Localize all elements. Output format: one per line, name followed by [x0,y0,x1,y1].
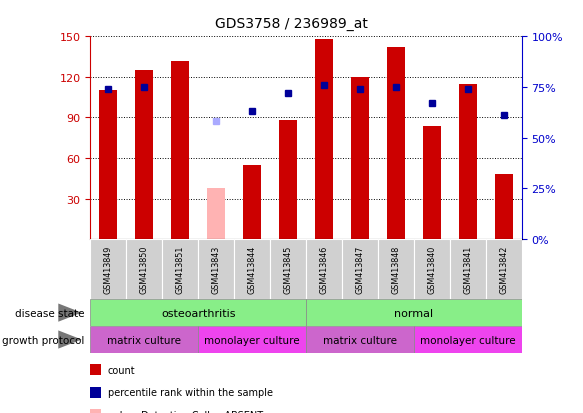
Bar [234,240,270,299]
Bar [387,48,405,240]
Bar [351,78,369,240]
Bar [306,326,414,353]
Text: GSM413847: GSM413847 [356,245,364,294]
Bar [90,240,127,299]
Text: GDS3758 / 236989_at: GDS3758 / 236989_at [215,17,368,31]
Text: value, Detection Call = ABSENT: value, Detection Call = ABSENT [108,410,263,413]
Text: GSM413840: GSM413840 [427,245,437,294]
Text: GSM413846: GSM413846 [319,245,329,294]
Bar [243,165,261,240]
Text: growth protocol: growth protocol [2,335,85,345]
Text: monolayer culture: monolayer culture [420,335,516,345]
Bar [342,240,378,299]
Text: normal: normal [394,308,434,318]
Bar [315,40,333,240]
Bar [495,175,513,240]
Bar [414,240,450,299]
Text: GSM413842: GSM413842 [499,245,508,294]
Bar [135,71,153,240]
Polygon shape [58,330,82,349]
Bar [90,326,198,353]
Text: GSM413849: GSM413849 [104,245,113,294]
Text: GSM413848: GSM413848 [391,245,401,294]
Text: GSM413841: GSM413841 [463,245,472,294]
Bar [279,121,297,240]
Text: osteoarthritis: osteoarthritis [161,308,236,318]
Bar [486,240,522,299]
Text: percentile rank within the sample: percentile rank within the sample [108,387,273,397]
Text: disease state: disease state [15,308,85,318]
Text: GSM413851: GSM413851 [175,245,185,294]
Bar [423,126,441,240]
Text: count: count [108,365,135,375]
Text: matrix culture: matrix culture [107,335,181,345]
Text: GSM413845: GSM413845 [283,245,293,294]
Bar [270,240,306,299]
Bar [127,240,162,299]
Bar [171,62,189,240]
Bar [414,326,522,353]
Bar [198,240,234,299]
Text: matrix culture: matrix culture [323,335,397,345]
Polygon shape [58,304,82,322]
Text: GSM413850: GSM413850 [140,245,149,294]
Bar [207,188,225,240]
Bar [378,240,414,299]
Bar [90,299,306,326]
Bar [306,240,342,299]
Bar [99,91,117,240]
Text: GSM413844: GSM413844 [248,245,257,294]
Bar [198,326,306,353]
Bar [162,240,198,299]
Text: monolayer culture: monolayer culture [204,335,300,345]
Bar [459,84,477,240]
Bar [450,240,486,299]
Text: GSM413843: GSM413843 [212,245,221,294]
Bar [306,299,522,326]
